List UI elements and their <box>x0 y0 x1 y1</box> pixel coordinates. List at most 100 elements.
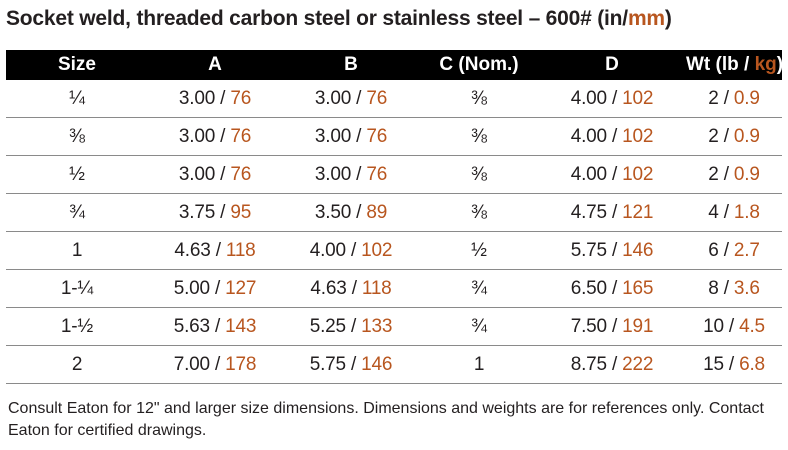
cell-wt: 15 / 6.8 <box>686 346 782 384</box>
header-a: A <box>208 54 222 75</box>
cell-b: 3.00 / 76 <box>282 80 420 118</box>
table-row: ⅜ 3.00 / 76 3.00 / 76 ⅜ 4.00 / 102 2 / 0.9 <box>6 118 782 156</box>
cell-b-in: 5.75 <box>309 354 346 375</box>
cell-a-in: 3.00 <box>178 164 216 185</box>
cell-b-separator: / <box>351 164 367 185</box>
header-wt-suffix: ) <box>776 54 784 75</box>
cell-wt: 4 / 1.8 <box>686 194 782 232</box>
cell-wt-mm: 0.9 <box>733 88 760 109</box>
cell-wt-mm: 2.7 <box>733 240 760 261</box>
cell-wt: 10 / 4.5 <box>686 308 782 346</box>
cell-a-in: 3.75 <box>178 202 216 223</box>
cell-wt-mm: 3.6 <box>733 278 760 299</box>
title-text: Socket weld, threaded carbon steel or st… <box>6 7 628 30</box>
table-body: ¼ 3.00 / 76 3.00 / 76 ⅜ 4.00 / 102 2 / 0.9 ⅜ 3.… <box>6 80 782 384</box>
cell-d-in: 4.00 <box>570 164 607 185</box>
cell-b-separator: / <box>345 316 362 337</box>
cell-a-in: 5.63 <box>173 316 210 337</box>
cell-size: 1 <box>6 232 148 270</box>
cell-a-mm: 143 <box>225 316 257 337</box>
cell-size: ¾ <box>6 194 148 232</box>
cell-d-separator: / <box>606 316 623 337</box>
cell-a: 5.00 / 127 <box>148 270 282 308</box>
cell-d-in: 8.75 <box>570 354 607 375</box>
cell-d-mm: 191 <box>622 316 654 337</box>
footnote: Consult Eaton for 12" and larger size di… <box>8 400 764 439</box>
table-row: ½ 3.00 / 76 3.00 / 76 ⅜ 4.00 / 102 2 / 0.9 <box>6 156 782 194</box>
cell-wt-separator: / <box>718 126 734 147</box>
cell-a-separator: / <box>209 316 226 337</box>
c-value: ⅜ <box>471 88 487 109</box>
cell-d: 8.75 / 222 <box>538 346 686 384</box>
cell-d: 6.50 / 165 <box>538 270 686 308</box>
cell-d-mm: 102 <box>622 88 654 109</box>
table-row: 1-¼ 5.00 / 127 4.63 / 118 ¾ 6.50 / 165 8 / 3.… <box>6 270 782 308</box>
cell-d-mm: 121 <box>622 202 654 223</box>
c-value: ⅜ <box>471 126 487 147</box>
cell-d-in: 4.75 <box>570 202 607 223</box>
cell-d-mm: 165 <box>622 278 654 299</box>
cell-wt: 6 / 2.7 <box>686 232 782 270</box>
cell-wt-in: 6 <box>708 240 719 261</box>
cell-wt: 2 / 0.9 <box>686 118 782 156</box>
cell-a: 4.63 / 118 <box>148 232 282 270</box>
cell-c: ⅜ <box>420 118 538 156</box>
header-b: B <box>344 54 358 75</box>
cell-d: 4.00 / 102 <box>538 80 686 118</box>
cell-wt-separator: / <box>718 240 734 261</box>
cell-b-mm: 76 <box>366 164 388 185</box>
cell-d-separator: / <box>606 126 623 147</box>
cell-b-separator: / <box>351 126 367 147</box>
cell-c: ¾ <box>420 270 538 308</box>
cell-a-mm: 76 <box>230 126 252 147</box>
cell-a-separator: / <box>215 126 231 147</box>
cell-a-mm: 76 <box>230 88 252 109</box>
cell-size: 1-½ <box>6 308 148 346</box>
cell-a-mm: 178 <box>225 354 257 375</box>
cell-a-mm: 95 <box>230 202 252 223</box>
table-row: 1 4.63 / 118 4.00 / 102 ½ 5.75 / 146 6 / 2.7 <box>6 232 782 270</box>
cell-c: ⅜ <box>420 194 538 232</box>
cell-d-mm: 146 <box>622 240 654 261</box>
cell-d-separator: / <box>606 164 623 185</box>
size-value: 1-¼ <box>60 278 94 299</box>
cell-b-separator: / <box>351 202 367 223</box>
cell-d: 4.75 / 121 <box>538 194 686 232</box>
cell-d: 4.00 / 102 <box>538 118 686 156</box>
cell-b-mm: 76 <box>366 126 388 147</box>
cell-wt-separator: / <box>718 202 734 223</box>
cell-c: ½ <box>420 232 538 270</box>
cell-b-mm: 146 <box>361 354 393 375</box>
cell-wt-separator: / <box>718 278 734 299</box>
cell-d-mm: 102 <box>622 164 654 185</box>
cell-a-mm: 76 <box>230 164 252 185</box>
size-value: ⅜ <box>69 126 85 147</box>
header-wt: Wt (lb / kg) <box>686 50 784 80</box>
cell-a-in: 5.00 <box>173 278 210 299</box>
cell-b: 3.00 / 76 <box>282 118 420 156</box>
c-value: ⅜ <box>471 164 487 185</box>
cell-c: ⅜ <box>420 80 538 118</box>
cell-wt-in: 2 <box>708 126 719 147</box>
cell-c: 1 <box>420 346 538 384</box>
cell-d: 5.75 / 146 <box>538 232 686 270</box>
c-value: ½ <box>471 240 487 261</box>
cell-a-separator: / <box>215 202 231 223</box>
cell-a-in: 7.00 <box>173 354 210 375</box>
cell-d-in: 5.75 <box>570 240 607 261</box>
header-size: Size <box>57 54 97 75</box>
cell-size: ⅜ <box>6 118 148 156</box>
cell-b-separator: / <box>345 240 362 261</box>
cell-b-mm: 118 <box>361 278 392 299</box>
cell-a-separator: / <box>210 240 226 261</box>
cell-c: ¾ <box>420 308 538 346</box>
cell-b-in: 4.00 <box>309 240 346 261</box>
cell-wt: 2 / 0.9 <box>686 80 782 118</box>
cell-d-separator: / <box>606 202 623 223</box>
cell-d-in: 7.50 <box>570 316 607 337</box>
cell-a: 3.00 / 76 <box>148 156 282 194</box>
cell-b-in: 3.00 <box>314 88 352 109</box>
cell-b-in: 4.63 <box>310 278 347 299</box>
cell-a-separator: / <box>209 354 226 375</box>
size-value: 1 <box>71 240 83 261</box>
